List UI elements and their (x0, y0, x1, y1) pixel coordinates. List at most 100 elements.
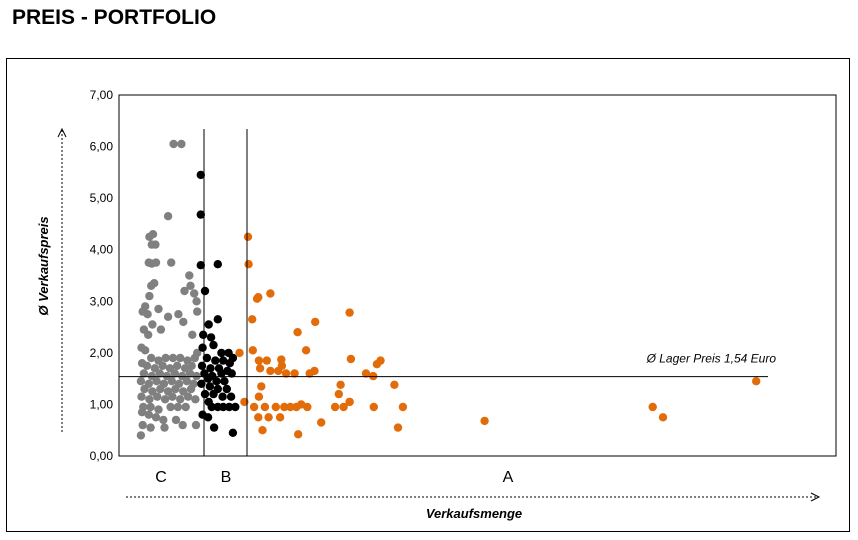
data-point-c (146, 423, 155, 432)
data-point-c (142, 361, 152, 370)
data-point-a (376, 356, 385, 365)
data-point-a (369, 402, 378, 412)
data-point-b (217, 369, 226, 378)
data-point-a (255, 364, 265, 373)
data-point-b (212, 377, 221, 386)
data-point-a (262, 356, 271, 365)
y-tick-label: 5,00 (90, 191, 114, 205)
data-point-c (174, 310, 183, 319)
data-point-b (218, 392, 227, 401)
data-point-a (257, 382, 266, 391)
data-point-a (264, 413, 273, 422)
data-point-b (199, 330, 208, 339)
data-point-c (145, 291, 154, 301)
data-point-a (266, 366, 275, 376)
data-point-c (187, 361, 196, 370)
data-point-b (209, 423, 219, 432)
data-point-a (330, 402, 340, 412)
data-point-c (168, 353, 178, 363)
data-point-c (160, 423, 169, 432)
data-point-c (141, 346, 150, 355)
data-point-c (167, 258, 176, 267)
data-point-a (266, 289, 275, 298)
data-point-a (310, 366, 319, 376)
data-point-a (339, 402, 348, 412)
data-point-c (186, 384, 196, 394)
data-point-a (275, 413, 285, 422)
data-point-c (191, 395, 200, 404)
data-point-c (139, 369, 149, 378)
segment-label-b: B (221, 469, 232, 486)
data-point-a (346, 354, 356, 364)
y-tick-label: 2,00 (90, 346, 114, 360)
data-point-a (252, 294, 262, 303)
data-point-c (185, 271, 194, 280)
data-point-a (281, 369, 291, 378)
data-point-c (176, 353, 185, 363)
y-tick-label: 6,00 (90, 140, 114, 154)
data-point-c (136, 377, 146, 386)
data-point-b (209, 340, 218, 350)
data-point-c (185, 369, 195, 378)
y-tick-label: 1,00 (90, 397, 114, 411)
data-point-a (301, 346, 311, 355)
data-point-a (254, 392, 264, 401)
data-point-c (158, 361, 167, 370)
data-point-a (277, 355, 286, 364)
x-arrow-head-icon (810, 492, 821, 502)
data-point-a (290, 369, 299, 378)
data-point-a (271, 402, 280, 412)
data-point-b (196, 170, 205, 180)
data-point-b (225, 402, 234, 412)
data-point-a (294, 430, 303, 439)
data-point-a (303, 402, 312, 412)
data-point-a (658, 413, 668, 422)
data-point-c (169, 139, 178, 149)
y-tick-label: 4,00 (90, 243, 114, 257)
data-point-c (144, 410, 153, 419)
data-point-b (207, 402, 216, 412)
data-point-b (213, 260, 222, 269)
data-point-c (166, 402, 175, 412)
data-point-c (186, 281, 195, 290)
page-title: PREIS - PORTFOLIO (12, 6, 217, 29)
data-point-b (219, 402, 228, 412)
data-point-b (226, 392, 236, 401)
data-point-b (203, 374, 213, 383)
data-point-a (648, 402, 657, 412)
segment-label-c: C (155, 469, 167, 486)
data-point-b (206, 333, 216, 342)
data-point-a (361, 369, 371, 378)
data-point-c (145, 232, 154, 241)
data-point-c (156, 384, 165, 394)
data-point-c (136, 431, 146, 440)
data-point-a (280, 402, 289, 412)
data-point-b (225, 359, 234, 368)
data-point-a (393, 423, 403, 432)
data-point-c (178, 420, 187, 430)
data-point-a (235, 348, 244, 358)
data-point-c (154, 304, 163, 314)
data-point-c (137, 392, 146, 401)
data-point-c (192, 297, 201, 306)
data-point-b (220, 377, 229, 386)
data-point-c (188, 330, 197, 339)
data-point-c (171, 384, 180, 394)
data-point-c (147, 281, 156, 290)
data-point-c (155, 369, 164, 378)
data-point-b (228, 428, 238, 437)
y-tick-label: 7,00 (90, 88, 114, 102)
data-point-c (182, 377, 192, 386)
data-point-a (254, 356, 264, 365)
data-point-a (286, 402, 295, 412)
data-point-b (209, 389, 218, 399)
data-point-c (138, 420, 147, 430)
data-point-a (248, 315, 257, 324)
data-point-c (146, 402, 155, 412)
x-axis-label: Verkaufsmenge (426, 506, 522, 521)
data-point-a (258, 426, 267, 435)
data-point-c (190, 289, 199, 298)
y-tick-label: 3,00 (90, 294, 114, 308)
data-point-c (160, 395, 170, 404)
data-point-b (211, 356, 220, 365)
